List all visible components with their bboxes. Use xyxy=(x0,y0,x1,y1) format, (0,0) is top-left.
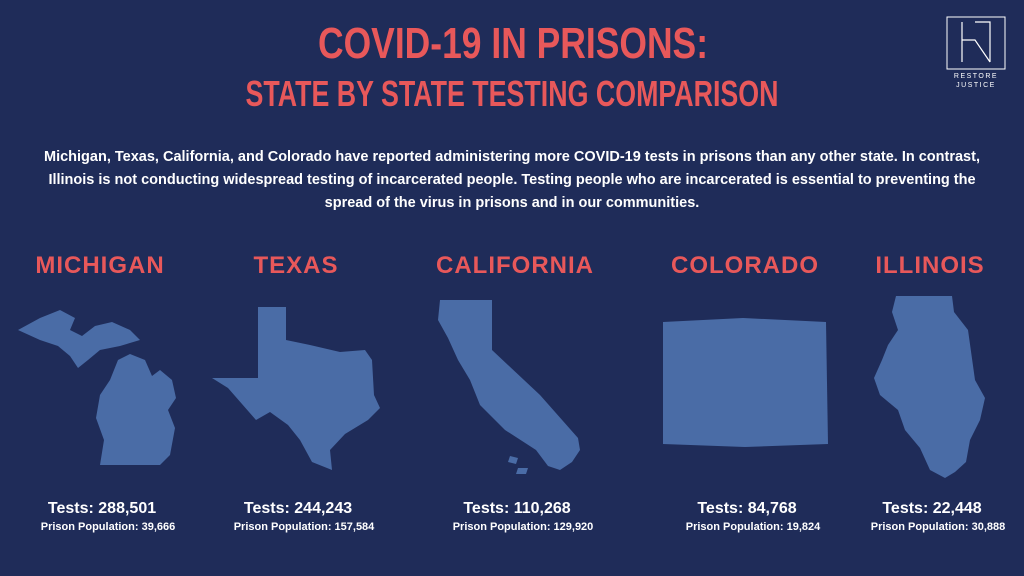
state-name: MICHIGAN xyxy=(35,252,164,279)
logo-mark xyxy=(961,21,991,63)
state-population: Prison Population: 30,888 xyxy=(871,521,1005,533)
logo-box xyxy=(946,16,1006,70)
michigan-shape xyxy=(18,310,176,465)
state-tests: Tests: 244,243 xyxy=(244,500,352,517)
state-population: Prison Population: 129,920 xyxy=(453,521,594,533)
state-name: ILLINOIS xyxy=(875,252,984,279)
state-name: TEXAS xyxy=(253,252,338,279)
state-tests: Tests: 110,268 xyxy=(463,500,570,517)
title: COVID-19 IN PRISONS: xyxy=(318,19,708,68)
texas-shape xyxy=(212,307,380,470)
intro-text: Michigan, Texas, California, and Colorad… xyxy=(44,149,980,211)
state-tests: Tests: 22,448 xyxy=(882,500,981,517)
state-name: COLORADO xyxy=(671,252,819,279)
logo: RESTORE JUSTICE xyxy=(946,16,1006,89)
logo-text: RESTORE xyxy=(954,73,998,80)
state-name: CALIFORNIA xyxy=(436,252,594,279)
state-tests: Tests: 288,501 xyxy=(48,500,156,517)
subtitle: STATE BY STATE TESTING COMPARISON xyxy=(246,73,779,114)
illinois-shape xyxy=(874,296,985,478)
logo-text: JUSTICE xyxy=(956,82,996,89)
state-population: Prison Population: 39,666 xyxy=(41,521,175,533)
california-shape xyxy=(438,300,580,474)
state-population: Prison Population: 19,824 xyxy=(686,521,821,533)
colorado-shape xyxy=(663,318,828,447)
state-population: Prison Population: 157,584 xyxy=(234,521,375,533)
state-tests: Tests: 84,768 xyxy=(697,500,796,517)
